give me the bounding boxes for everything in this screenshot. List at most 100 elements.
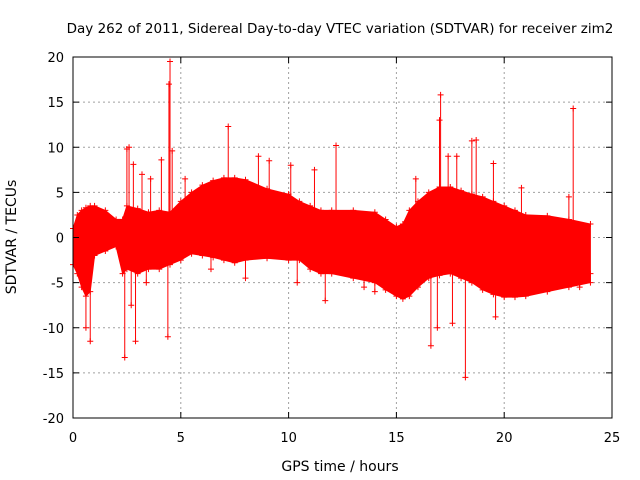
data-point — [317, 207, 324, 214]
data-point — [145, 266, 152, 273]
data-point-outlier — [87, 338, 94, 345]
data-point — [393, 293, 400, 300]
data-point-outlier — [132, 338, 139, 345]
data-point-outlier — [437, 91, 444, 98]
data-point-outlier — [182, 175, 189, 182]
data-point-outlier — [167, 58, 174, 65]
data-point-outlier — [255, 153, 262, 160]
data-point — [145, 209, 152, 216]
data-point-outlier — [165, 81, 172, 88]
data-point-outlier — [138, 171, 145, 178]
data-point — [102, 248, 109, 255]
data-point — [479, 286, 486, 293]
data-point-outlier — [143, 279, 150, 286]
data-point — [522, 293, 529, 300]
data-point-outlier — [130, 161, 137, 168]
data-point — [458, 275, 465, 282]
data-point — [188, 189, 195, 196]
y-tick-label: -5 — [51, 277, 64, 292]
data-point — [220, 174, 227, 181]
data-point-outlier — [587, 270, 594, 277]
data-point — [188, 250, 195, 257]
chart-title: Day 262 of 2011, Sidereal Day-to-day VTE… — [67, 21, 614, 37]
x-tick-label: 20 — [496, 431, 513, 446]
data-point-outlier — [164, 333, 171, 340]
data-point-outlier — [322, 297, 329, 304]
data-point-outlier — [412, 175, 419, 182]
data-point — [177, 198, 184, 205]
data-point-outlier — [294, 279, 301, 286]
y-axis-title: SDTVAR / TECUs — [4, 180, 20, 295]
data-point — [425, 189, 432, 196]
data-point — [74, 270, 81, 277]
data-point — [587, 220, 594, 227]
data-point — [285, 257, 292, 264]
data-point — [307, 266, 314, 273]
data-point — [511, 294, 518, 301]
data-point-outlier — [147, 175, 154, 182]
data-point — [317, 270, 324, 277]
x-axis-title: GPS time / hours — [281, 459, 398, 475]
data-point-outlier — [473, 137, 480, 144]
y-tick-label: 10 — [47, 141, 64, 156]
data-point — [501, 202, 508, 209]
data-point — [382, 286, 389, 293]
data-series-sdtvar — [70, 58, 594, 381]
data-point-outlier — [128, 302, 135, 309]
data-point — [544, 212, 551, 219]
data-point — [113, 216, 120, 223]
data-point — [328, 207, 335, 214]
data-point — [167, 261, 174, 268]
data-point-outlier — [462, 374, 469, 381]
data-point-outlier — [565, 193, 572, 200]
data-point — [406, 207, 413, 214]
data-point-outlier — [361, 284, 368, 291]
data-point-outlier — [453, 153, 460, 160]
data-point-outlier — [434, 324, 441, 331]
y-tick-label: -20 — [43, 412, 64, 427]
data-point-outlier — [169, 147, 176, 154]
data-point — [350, 207, 357, 214]
y-tick-label: -10 — [43, 322, 64, 337]
x-tick-label: 0 — [69, 431, 77, 446]
data-point — [511, 207, 518, 214]
data-point — [119, 216, 126, 223]
data-point-outlier — [490, 160, 497, 167]
data-point — [382, 216, 389, 223]
data-point-outlier — [126, 144, 133, 151]
data-point-outlier — [207, 266, 214, 273]
data-point — [399, 220, 406, 227]
data-point — [231, 259, 238, 266]
data-point-outlier — [242, 275, 249, 282]
data-point — [199, 182, 206, 189]
data-point — [134, 205, 141, 212]
data-point — [199, 252, 206, 259]
data-point — [565, 284, 572, 291]
data-point — [82, 204, 89, 211]
data-point-outlier — [266, 157, 273, 164]
data-point — [399, 295, 406, 302]
y-tick-label: 0 — [56, 232, 64, 247]
data-point — [393, 223, 400, 230]
data-point-outlier — [225, 123, 232, 130]
data-point-outlier — [82, 324, 89, 331]
data-point — [220, 257, 227, 264]
data-point — [78, 284, 85, 291]
x-tick-label: 5 — [177, 431, 185, 446]
data-point-outlier — [445, 153, 452, 160]
data-point-outlier — [518, 184, 525, 191]
y-tick-label: 5 — [56, 186, 64, 201]
y-tick-label: 20 — [47, 51, 64, 66]
data-point — [479, 193, 486, 200]
data-point — [350, 275, 357, 282]
data-point — [468, 279, 475, 286]
data-point — [371, 209, 378, 216]
data-point-outlier — [158, 156, 165, 163]
x-tick-label: 15 — [388, 431, 405, 446]
data-point — [544, 288, 551, 295]
data-point-outlier — [492, 313, 499, 320]
y-tick-label: 15 — [47, 96, 64, 111]
data-point — [210, 177, 217, 184]
data-point — [436, 272, 443, 279]
